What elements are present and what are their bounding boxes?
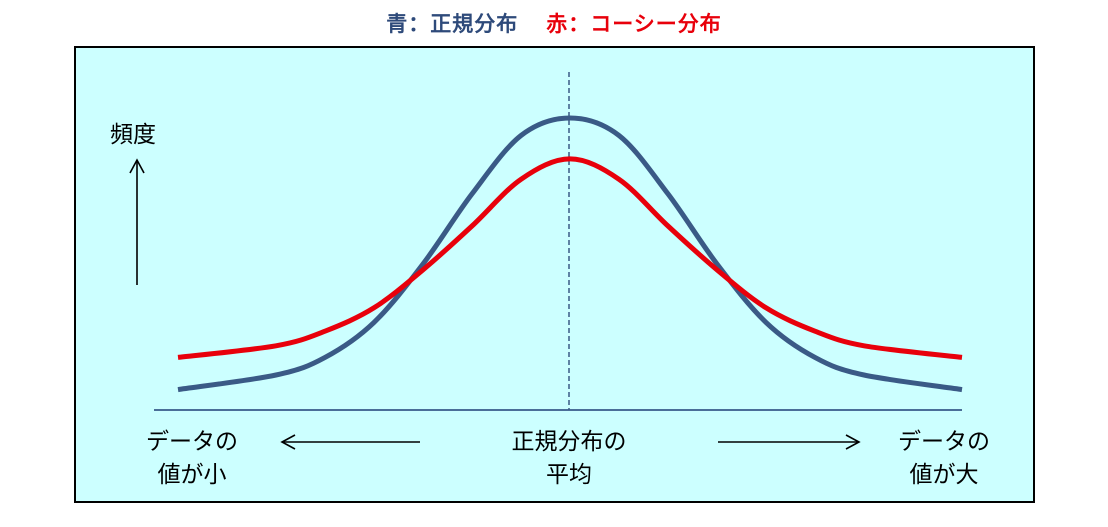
plot-frame <box>74 46 1035 503</box>
x-label-right-line1: データの <box>898 429 990 455</box>
x-label-right: データの 値が大 <box>888 426 1000 492</box>
x-label-center-line2: 平均 <box>546 462 592 488</box>
chart-title: 青：正規分布 赤：コーシー分布 <box>0 8 1108 38</box>
x-label-left-line2: 値が小 <box>157 462 227 488</box>
x-label-center-line1: 正規分布の <box>511 429 627 455</box>
x-label-left: データの 値が小 <box>136 426 248 492</box>
x-label-right-line2: 値が大 <box>909 462 979 488</box>
title-normal: 青：正規分布 <box>386 12 519 36</box>
cauchy-curve <box>177 156 963 360</box>
title-cauchy: 赤：コーシー分布 <box>546 12 722 36</box>
normal-curve <box>177 115 963 393</box>
x-label-center: 正規分布の 平均 <box>494 426 644 492</box>
x-label-left-line1: データの <box>146 429 238 455</box>
y-axis-label: 頻度 <box>110 122 156 148</box>
